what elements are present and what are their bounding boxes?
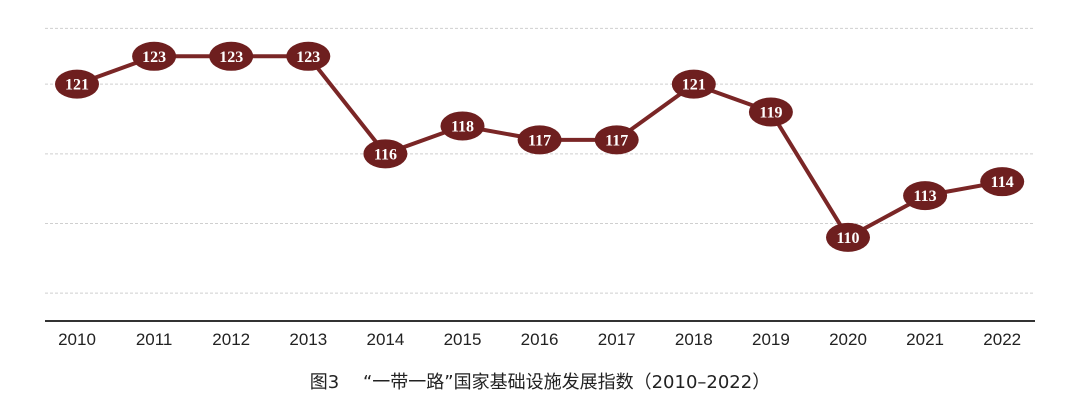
- data-label: 123: [219, 49, 243, 66]
- x-tick-label: 2020: [829, 330, 867, 349]
- data-points: 121 123 123 123 116 118 117 117 121 119 110 113 114: [55, 41, 1025, 252]
- x-tick-label: 2015: [444, 330, 482, 349]
- data-point-marker: [363, 139, 408, 169]
- x-tick-label: 2022: [983, 330, 1021, 349]
- data-label: 123: [296, 49, 320, 66]
- data-label: 114: [991, 174, 1014, 191]
- data-point-marker: [748, 97, 793, 127]
- x-tick-labels: 2010 2011 2012 2013 2014 2015 2016 2017 2018 2019…: [58, 330, 1021, 349]
- data-label: 121: [682, 77, 706, 94]
- x-tick-label: 2017: [598, 330, 636, 349]
- x-tick-label: 2021: [906, 330, 944, 349]
- gridlines: [45, 27, 1035, 294]
- data-label: 123: [142, 49, 166, 66]
- data-point-marker: [209, 41, 254, 71]
- figure-caption: 图3 “一带一路”国家基础设施发展指数（2010–2022）: [309, 372, 771, 393]
- data-label: 117: [528, 132, 551, 149]
- data-point-marker: [440, 111, 485, 141]
- x-tick-label: 2018: [675, 330, 713, 349]
- data-label: 116: [374, 146, 397, 163]
- data-point-marker: [980, 167, 1025, 197]
- data-point-marker: [671, 69, 716, 99]
- x-tick-label: 2019: [752, 330, 790, 349]
- x-tick-label: 2012: [212, 330, 250, 349]
- data-point-marker: [286, 41, 331, 71]
- data-label: 113: [914, 188, 937, 205]
- data-point-marker: [517, 125, 562, 155]
- data-point-marker: [132, 41, 177, 71]
- data-label: 119: [759, 105, 782, 122]
- data-label: 117: [605, 132, 628, 149]
- x-tick-label: 2016: [521, 330, 559, 349]
- data-label: 118: [451, 118, 474, 135]
- data-label: 121: [65, 77, 89, 94]
- x-tick-label: 2010: [58, 330, 96, 349]
- data-label: 110: [836, 230, 859, 247]
- data-point-marker: [826, 222, 870, 252]
- data-point-marker: [594, 125, 639, 155]
- data-point-marker: [903, 181, 948, 211]
- x-tick-label: 2013: [289, 330, 327, 349]
- x-tick-label: 2011: [136, 330, 173, 349]
- data-point-marker: [55, 69, 99, 99]
- x-tick-label: 2014: [366, 330, 404, 349]
